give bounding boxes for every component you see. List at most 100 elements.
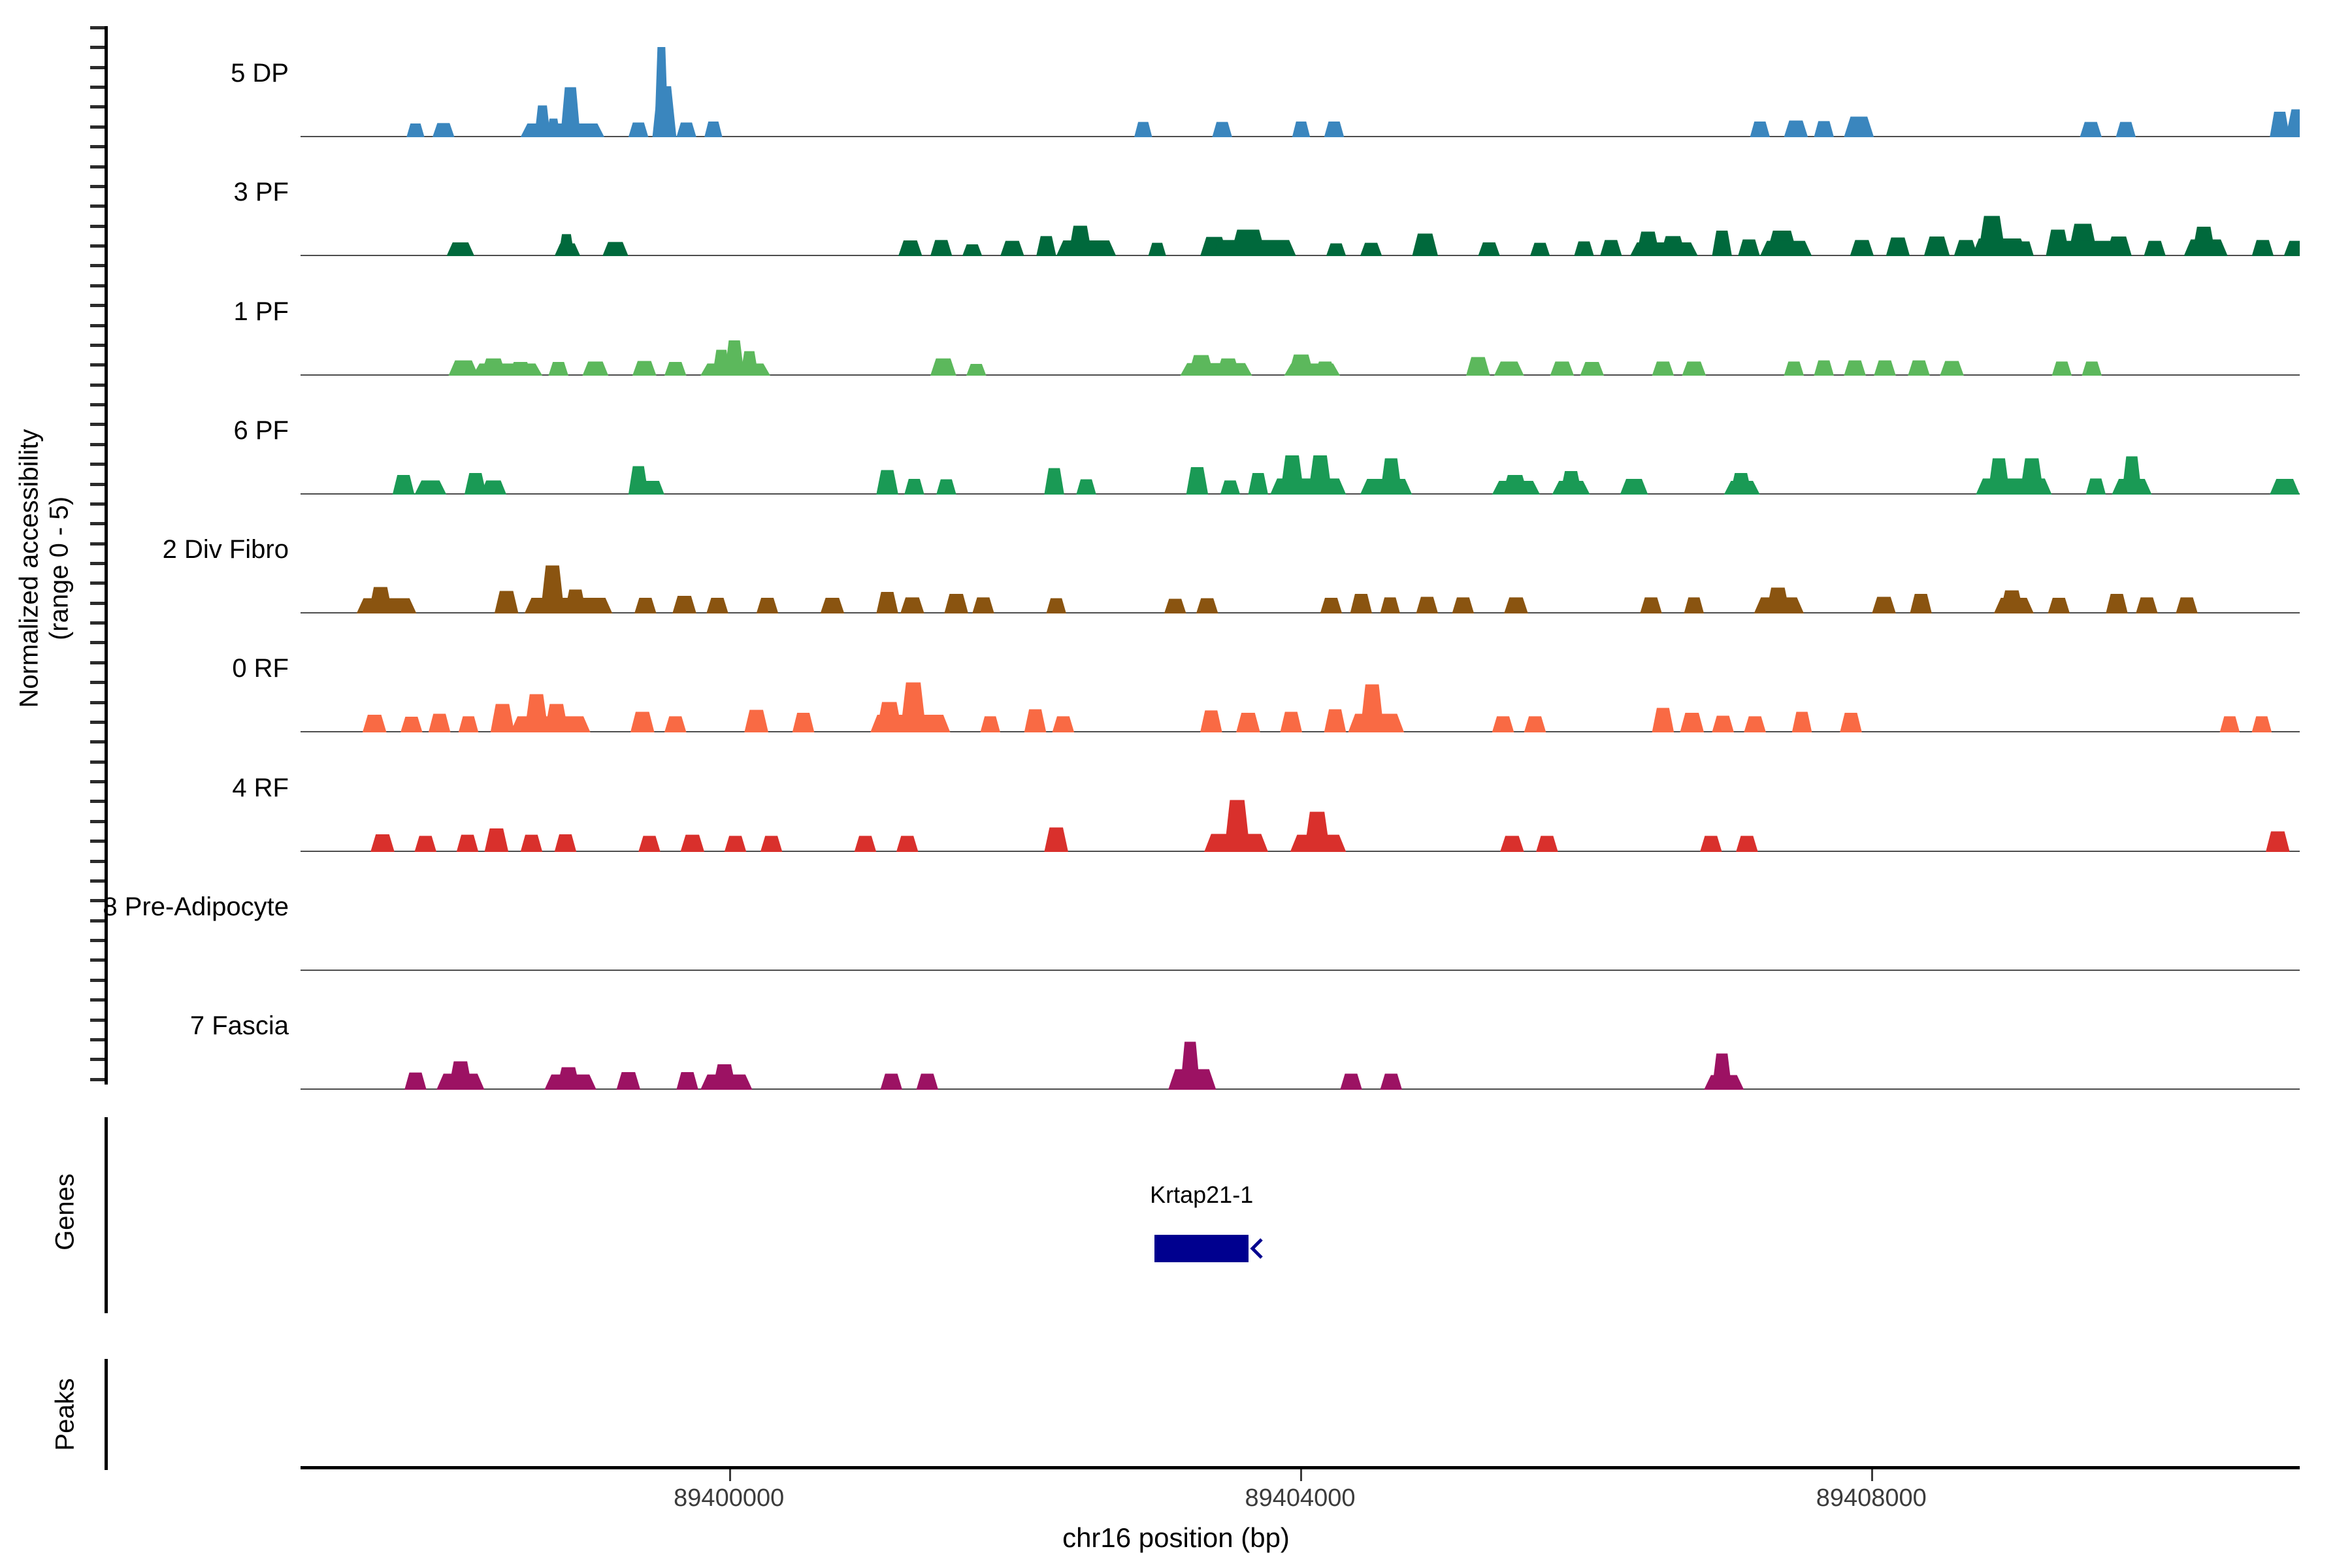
coverage-peak	[490, 704, 515, 732]
track-label: 0 RF	[232, 654, 289, 683]
y-axis-tick	[90, 661, 105, 664]
y-axis-tick	[90, 225, 105, 228]
track-label: 3 PF	[233, 178, 289, 206]
track-baseline	[301, 612, 2300, 613]
coverage-peak	[1976, 478, 2052, 495]
coverage-peak	[1552, 481, 1590, 495]
genes-section-label: Genes	[50, 1173, 80, 1250]
peaks-section-label: Peaks	[50, 1378, 80, 1451]
coverage-peak	[676, 1072, 698, 1090]
coverage-peak	[870, 715, 951, 732]
track-signal	[362, 682, 2272, 732]
track-baseline	[301, 1088, 2300, 1090]
coverage-peak	[1953, 240, 1978, 256]
gene-label: Krtap21-1	[1150, 1181, 1254, 1208]
coverage-peak	[1886, 237, 1910, 256]
coverage-peak	[676, 122, 696, 137]
y-axis-tick	[90, 1078, 105, 1081]
track-label: 2 Div Fibro	[162, 535, 289, 564]
y-axis-tick	[90, 721, 105, 724]
coverage-peak	[638, 836, 661, 852]
coverage-peak	[1704, 1075, 1744, 1090]
coverage-peak	[446, 242, 475, 256]
coverage-peak	[480, 480, 507, 495]
peaks-rail-line	[105, 1359, 108, 1470]
coverage-peak	[1844, 116, 1874, 137]
genes-rail-line	[105, 1117, 108, 1313]
coverage-peak	[700, 1074, 753, 1090]
coverage-peak	[664, 716, 687, 732]
track-signal	[406, 47, 2300, 137]
coverage-peak	[2051, 361, 2072, 376]
coverage-peak	[900, 597, 924, 613]
x-axis-tick-label: 89400000	[674, 1484, 785, 1512]
y-axis-tick	[90, 681, 105, 684]
y-axis-tick	[90, 363, 105, 367]
coverage-peak	[1290, 834, 1347, 852]
y-axis-tick	[90, 86, 105, 89]
coverage-peak	[1204, 834, 1269, 852]
coverage-peak	[370, 834, 395, 852]
coverage-peak	[1844, 360, 1866, 376]
track-label: 4 RF	[232, 774, 289, 802]
coverage-peak	[1500, 836, 1524, 852]
coverage-peak	[1168, 1069, 1217, 1090]
coverage-peak	[2115, 122, 2136, 137]
track-label: 6 PF	[233, 416, 289, 445]
y-axis-tick	[90, 919, 105, 923]
coverage-peak	[630, 711, 655, 732]
y-axis-tick	[90, 1019, 105, 1022]
coverage-tracks-panel: 5 DP 3 PF 1 PF 6 PF 2 Div Fibro 0 RF 4 RF 8 Pre…	[90, 26, 2300, 1098]
y-axis-tick	[90, 384, 105, 387]
y-axis-tick	[90, 443, 105, 446]
gene-body-box[interactable]	[1154, 1235, 1249, 1262]
coverage-track: 8 Pre-Adipocyte	[103, 873, 2300, 971]
coverage-peak	[700, 363, 771, 376]
coverage-peak	[1550, 361, 1575, 376]
coverage-peak	[706, 598, 728, 613]
coverage-peak	[876, 470, 898, 495]
coverage-peak	[1024, 709, 1047, 732]
coverage-peak	[1350, 594, 1373, 613]
coverage-peak	[1754, 597, 1805, 613]
coverage-peak	[484, 828, 509, 852]
y-axis-tick	[90, 165, 105, 169]
coverage-peak	[1478, 242, 1500, 256]
track-label: 8 Pre-Adipocyte	[103, 892, 289, 921]
coverage-peak	[472, 363, 543, 376]
coverage-peak	[1850, 240, 1874, 256]
coverage-track: 2 Div Fibro	[163, 515, 2300, 613]
coverage-peak	[1076, 479, 1096, 495]
coverage-peak	[1874, 360, 1896, 376]
y-axis-title-line1: Normalized accessibility	[14, 429, 44, 708]
y-axis-tick	[90, 740, 105, 743]
y-axis-tick	[90, 641, 105, 644]
x-axis-tick	[1300, 1469, 1302, 1481]
coverage-peak	[1134, 122, 1152, 137]
genes-track: Krtap21-1	[301, 1104, 2300, 1346]
coverage-peak	[628, 122, 649, 137]
coverage-peak	[930, 358, 956, 376]
coverage-peak	[1738, 239, 1760, 256]
coverage-peak	[2219, 716, 2240, 732]
coverage-peak	[414, 480, 447, 495]
coverage-peak	[464, 473, 487, 495]
y-axis-tick	[90, 701, 105, 704]
coverage-peak	[1494, 361, 1524, 376]
coverage-peak	[2183, 239, 2228, 256]
y-axis-tick	[90, 958, 105, 962]
x-axis-tick	[728, 1469, 731, 1481]
coverage-peak	[2106, 594, 2128, 613]
coverage-peak	[1186, 467, 1209, 495]
coverage-peak	[1620, 479, 1648, 495]
coverage-peak	[582, 361, 609, 376]
coverage-peak	[1360, 242, 1382, 256]
track-label: 7 Fascia	[189, 1011, 289, 1040]
coverage-peak	[406, 123, 425, 137]
coverage-peak	[392, 475, 415, 495]
coverage-peak	[930, 240, 953, 256]
coverage-peak	[1044, 827, 1069, 852]
y-axis-tick	[90, 581, 105, 585]
coverage-peak	[1712, 715, 1735, 732]
coverage-peak	[2265, 831, 2290, 852]
